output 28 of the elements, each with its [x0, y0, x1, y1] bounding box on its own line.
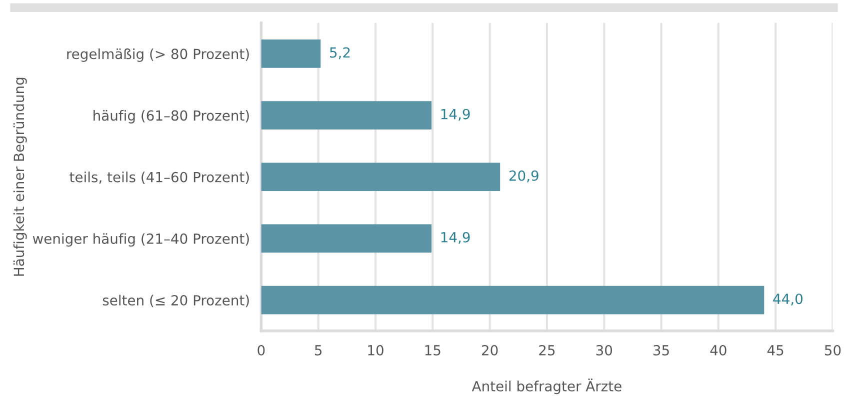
x-tick-label: 45: [767, 345, 784, 356]
data-label: 44,0: [773, 294, 802, 306]
data-label: 5,2: [330, 47, 350, 60]
y-tick-label: häufig (61–80 Prozent): [94, 110, 249, 124]
x-tick-label: 50: [824, 344, 841, 356]
data-label: 14,9: [441, 232, 470, 244]
bar: [261, 286, 764, 314]
y-axis-title: Häufigkeit einer Begründung: [13, 78, 27, 276]
x-tick-label: 30: [596, 344, 612, 356]
x-tick-label: 40: [710, 344, 726, 356]
x-tick-label: 35: [653, 344, 669, 356]
y-tick-label: teils, teils (41–60 Prozent): [70, 172, 249, 184]
x-tick-label: 0: [258, 344, 265, 356]
x-axis-title: Anteil befragter Ärzte: [472, 378, 622, 394]
data-label: 14,9: [441, 108, 470, 121]
bar: [261, 40, 321, 68]
x-tick-label: 10: [368, 344, 384, 356]
y-tick-label: weniger häufig (21–40 Prozent): [32, 233, 249, 247]
x-tick-label: 5: [314, 345, 322, 356]
x-tick-label: 15: [425, 345, 440, 356]
x-tick-label: 25: [539, 344, 555, 356]
x-tick-label: 20: [482, 344, 498, 356]
y-tick-label: selten (≤ 20 Prozent): [102, 294, 249, 308]
bar: [261, 101, 432, 130]
bar: [261, 162, 500, 192]
y-tick-label: regelmäßig (> 80 Prozent): [67, 48, 249, 62]
bar: [261, 224, 432, 253]
data-label: 20,9: [509, 170, 538, 182]
